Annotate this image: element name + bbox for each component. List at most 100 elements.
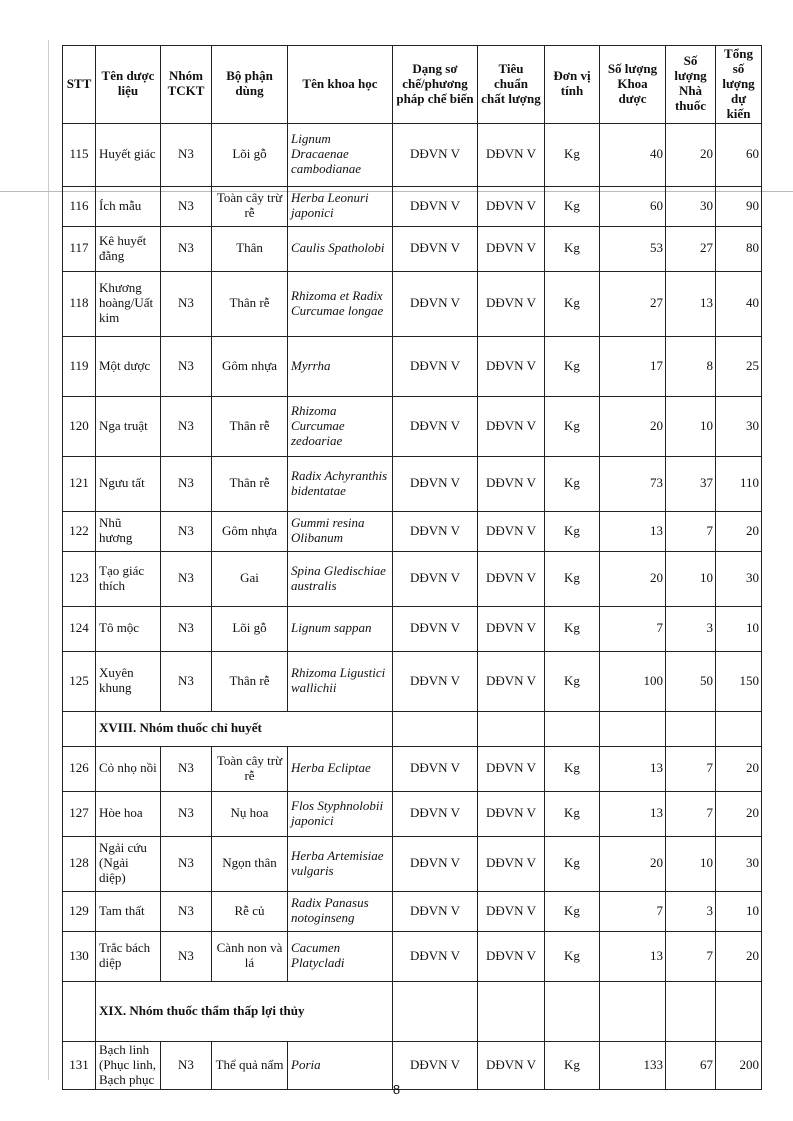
cell-form: DĐVN V	[392, 650, 478, 712]
cell-khoa: 20	[599, 835, 666, 892]
empty-cell	[544, 980, 600, 1042]
cell-khoa: 60	[599, 185, 666, 227]
cell-group: N3	[160, 930, 212, 982]
cell-unit: Kg	[544, 225, 600, 272]
cell-unit: Kg	[544, 930, 600, 982]
column-header: Tên khoa học	[287, 45, 393, 124]
table-row: 115 Huyết giác N3 Lõi gỗ Lignum Dracaenae ca…	[62, 122, 762, 187]
cell-nha: 10	[665, 835, 716, 892]
cell-part: Thân	[211, 225, 288, 272]
cell-sci: Spina Gledischiae australis	[287, 550, 393, 607]
cell-nha: 27	[665, 225, 716, 272]
empty-cell	[392, 710, 478, 747]
cell-group: N3	[160, 225, 212, 272]
cell-sci: Herba Leonuri japonici	[287, 185, 393, 227]
empty-cell	[599, 980, 666, 1042]
cell-form: DĐVN V	[392, 510, 478, 552]
cell-total: 80	[715, 225, 762, 272]
cell-name: Cỏ nhọ nồi	[95, 745, 161, 792]
table-row: 116 Ích mẫu N3 Toàn cây trừ rễ Herba Leonuri…	[62, 185, 762, 227]
cell-name: Một dược	[95, 335, 161, 397]
column-header: Số lượng Nhà thuốc	[665, 45, 716, 124]
column-header: Tiêu chuẩn chất lượng	[477, 45, 545, 124]
cell-total: 20	[715, 745, 762, 792]
column-header: Dạng sơ chế/phương pháp chế biến	[392, 45, 478, 124]
cell-std: DĐVN V	[477, 270, 545, 337]
empty-cell	[477, 710, 545, 747]
column-header: Số lượng Khoa dược	[599, 45, 666, 124]
cell-name: Bạch linh (Phục linh, Bạch phục	[95, 1040, 161, 1090]
cell-khoa: 53	[599, 225, 666, 272]
cell-part: Rễ củ	[211, 890, 288, 932]
cell-group: N3	[160, 335, 212, 397]
cell-stt: 122	[62, 510, 96, 552]
cell-part: Thân rễ	[211, 455, 288, 512]
cell-nha: 3	[665, 890, 716, 932]
cell-total: 90	[715, 185, 762, 227]
table-row: 118 Khương hoàng/Uất kim N3 Thân rễ Rhizoma …	[62, 270, 762, 337]
cell-stt: 119	[62, 335, 96, 397]
cell-std: DĐVN V	[477, 835, 545, 892]
cell-stt: 125	[62, 650, 96, 712]
cell-khoa: 7	[599, 890, 666, 932]
table-row: 130 Trắc bách diệp N3 Cành non và lá Cacumen…	[62, 930, 762, 982]
cell-total: 30	[715, 550, 762, 607]
cell-group: N3	[160, 395, 212, 457]
cell-sci: Poria	[287, 1040, 393, 1090]
cell-unit: Kg	[544, 550, 600, 607]
cell-std: DĐVN V	[477, 225, 545, 272]
cell-stt: 128	[62, 835, 96, 892]
cell-nha: 7	[665, 510, 716, 552]
cell-name: Kê huyết đằng	[95, 225, 161, 272]
table-row: 120 Nga truật N3 Thân rễ Rhizoma Curcumae ze…	[62, 395, 762, 457]
cell-form: DĐVN V	[392, 605, 478, 652]
cell-nha: 50	[665, 650, 716, 712]
cell-khoa: 73	[599, 455, 666, 512]
cell-unit: Kg	[544, 790, 600, 837]
table-row: 131 Bạch linh (Phục linh, Bạch phục N3 Thể …	[62, 1040, 762, 1090]
cell-nha: 20	[665, 122, 716, 187]
cell-std: DĐVN V	[477, 185, 545, 227]
column-header: Tổng số lượng dự kiến	[715, 45, 762, 124]
cell-stt: 121	[62, 455, 96, 512]
cell-nha: 13	[665, 270, 716, 337]
cell-khoa: 13	[599, 745, 666, 792]
cell-stt: 115	[62, 122, 96, 187]
cell-part: Nụ hoa	[211, 790, 288, 837]
empty-cell	[715, 710, 762, 747]
cell-part: Gai	[211, 550, 288, 607]
column-header: Nhóm TCKT	[160, 45, 212, 124]
cell-std: DĐVN V	[477, 335, 545, 397]
cell-name: Nhũ hương	[95, 510, 161, 552]
cell-std: DĐVN V	[477, 550, 545, 607]
empty-cell	[715, 980, 762, 1042]
empty-cell	[599, 710, 666, 747]
cell-std: DĐVN V	[477, 1040, 545, 1090]
cell-sci: Rhizoma Ligustici wallichii	[287, 650, 393, 712]
cell-stt: 117	[62, 225, 96, 272]
cell-khoa: 20	[599, 550, 666, 607]
cell-total: 110	[715, 455, 762, 512]
cell-group: N3	[160, 650, 212, 712]
cell-total: 25	[715, 335, 762, 397]
cell-unit: Kg	[544, 122, 600, 187]
cell-stt: 130	[62, 930, 96, 982]
cell-sci: Cacumen Platycladi	[287, 930, 393, 982]
cell-form: DĐVN V	[392, 1040, 478, 1090]
table-row: 125 Xuyên khung N3 Thân rễ Rhizoma Ligustici…	[62, 650, 762, 712]
column-header: Đơn vị tính	[544, 45, 600, 124]
table-header-row: STT Tên dược liệu Nhóm TCKT Bộ phận dùng Tên…	[62, 45, 762, 124]
cell-group: N3	[160, 605, 212, 652]
cell-total: 20	[715, 790, 762, 837]
cell-khoa: 100	[599, 650, 666, 712]
table-row: 124 Tô mộc N3 Lõi gỗ Lignum sappan DĐVN V DĐVN…	[62, 605, 762, 652]
cell-form: DĐVN V	[392, 335, 478, 397]
cell-name: Nga truật	[95, 395, 161, 457]
cell-unit: Kg	[544, 270, 600, 337]
cell-group: N3	[160, 890, 212, 932]
cell-sci: Rhizoma Curcumae zedoariae	[287, 395, 393, 457]
cell-group: N3	[160, 1040, 212, 1090]
cell-part: Gôm nhựa	[211, 335, 288, 397]
cell-form: DĐVN V	[392, 890, 478, 932]
